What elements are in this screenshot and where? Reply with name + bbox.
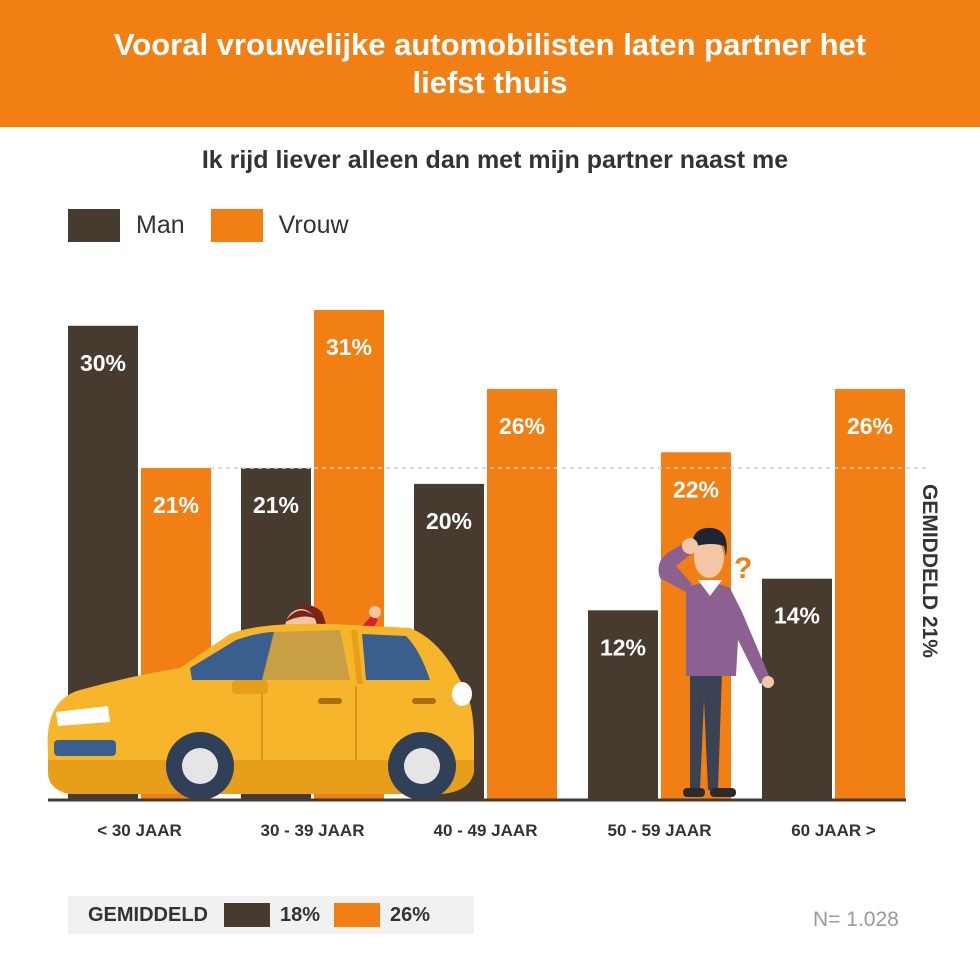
- data-label-man-1: 21%: [253, 492, 299, 518]
- category-label-4: 60 JAAR >: [791, 821, 876, 840]
- legend-swatch-man: [68, 209, 120, 242]
- data-label-man-0: 30%: [80, 350, 126, 376]
- averages-label: GEMIDDELD: [88, 903, 208, 926]
- average-line-label: GEMIDDELD 21%: [918, 484, 941, 658]
- data-label-man-3: 12%: [600, 634, 646, 660]
- reference-line-layer: GEMIDDELD 21%: [210, 467, 941, 658]
- averages-value-vrouw: 26%: [390, 903, 431, 926]
- averages-swatch-man: [224, 903, 270, 927]
- question-mark-icon: ?: [734, 552, 752, 585]
- bar-chart: 30% 21% 21% 31% 20% 26% 12% 22% 14% 26% GEMIDDELD…: [47, 310, 941, 840]
- chart-title: Ik rijd liever alleen dan met mijn partn…: [201, 146, 789, 174]
- category-label-3: 50 - 59 JAAR: [608, 821, 712, 840]
- legend: Man Vrouw: [68, 209, 375, 242]
- sample-size: N= 1.028: [813, 908, 899, 931]
- data-label-vrouw-3: 22%: [673, 476, 719, 502]
- category-label-2: 40 - 49 JAAR: [434, 821, 538, 840]
- bar-vrouw-2: [487, 389, 557, 800]
- averages-swatch-vrouw: [334, 903, 381, 927]
- data-label-vrouw-4: 26%: [847, 413, 893, 439]
- data-label-vrouw-1: 31%: [326, 334, 372, 360]
- bar-vrouw-4: [835, 389, 905, 800]
- bar-man-3: [588, 610, 658, 800]
- labels-layer: < 30 JAAR 30 - 39 JAAR 40 - 49 JAAR 50 - 59…: [97, 821, 876, 840]
- bar-man-4: [762, 578, 832, 800]
- man-illustration: ?: [658, 527, 774, 797]
- category-label-1: 30 - 39 JAAR: [261, 821, 365, 840]
- car-illustration: [47, 604, 474, 800]
- averages-bar: GEMIDDELD 18% 26%: [68, 896, 474, 934]
- legend-label-vrouw: Vrouw: [278, 211, 349, 239]
- legend-swatch-vrouw: [210, 209, 263, 242]
- category-label-0: < 30 JAAR: [97, 821, 182, 840]
- data-label-man-4: 14%: [774, 603, 820, 629]
- data-label-vrouw-2: 26%: [499, 413, 545, 439]
- header-banner: Vooral vrouwelijke automobilisten laten …: [0, 0, 980, 127]
- data-label-man-2: 20%: [426, 508, 472, 534]
- legend-label-man: Man: [136, 211, 185, 239]
- averages-value-man: 18%: [280, 903, 321, 926]
- data-label-vrouw-0: 21%: [153, 492, 199, 518]
- page-title: Vooral vrouwelijke automobilisten laten …: [113, 26, 867, 100]
